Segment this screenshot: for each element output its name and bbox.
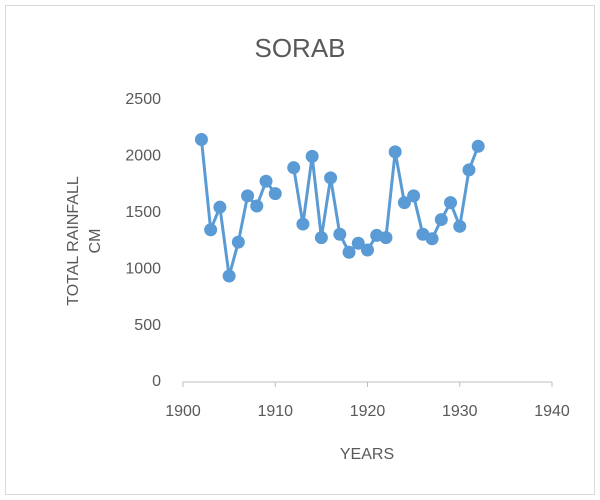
data-point xyxy=(407,189,421,203)
data-point xyxy=(194,132,208,146)
x-tick-label: 1940 xyxy=(534,403,570,420)
data-point xyxy=(361,243,374,257)
x-tick-label: 1910 xyxy=(257,403,293,420)
data-point xyxy=(259,174,273,188)
data-point xyxy=(296,217,310,231)
y-tick-label: 0 xyxy=(152,373,161,390)
data-point xyxy=(324,171,338,185)
data-point xyxy=(379,231,393,245)
data-point xyxy=(471,139,485,153)
data-point xyxy=(241,189,255,203)
y-tick-label: 1000 xyxy=(125,260,161,277)
data-point xyxy=(204,223,218,237)
data-point xyxy=(287,161,301,175)
chart-border xyxy=(5,5,595,495)
data-point xyxy=(453,219,467,233)
data-point xyxy=(444,196,458,210)
y-tick-label: 500 xyxy=(134,317,161,334)
y-axis-label-line: CM xyxy=(87,229,104,254)
y-tick-label: 2500 xyxy=(125,91,161,108)
y-tick-label: 1500 xyxy=(125,204,161,221)
x-axis-label: YEARS xyxy=(340,446,394,463)
y-tick-label: 2000 xyxy=(125,148,161,165)
y-axis-label-line: TOTAL RAINFALL xyxy=(65,176,82,306)
data-point xyxy=(314,231,328,245)
y-axis-label: TOTAL RAINFALL CM xyxy=(65,176,104,306)
data-point xyxy=(231,235,245,249)
data-point xyxy=(425,232,439,246)
data-point xyxy=(213,200,227,214)
x-tick-label: 1930 xyxy=(442,403,478,420)
data-point xyxy=(397,196,411,210)
data-point xyxy=(333,227,347,241)
data-point xyxy=(268,187,282,201)
chart-title: SORAB xyxy=(254,33,345,63)
x-tick-label: 1920 xyxy=(350,403,386,420)
data-point xyxy=(250,199,264,213)
data-point xyxy=(351,236,365,250)
data-point xyxy=(222,269,236,283)
data-point xyxy=(388,145,402,159)
x-tick-label: 1900 xyxy=(165,403,201,420)
data-point xyxy=(305,149,319,163)
data-point xyxy=(342,245,356,259)
data-point xyxy=(434,213,448,227)
data-point xyxy=(462,163,476,177)
